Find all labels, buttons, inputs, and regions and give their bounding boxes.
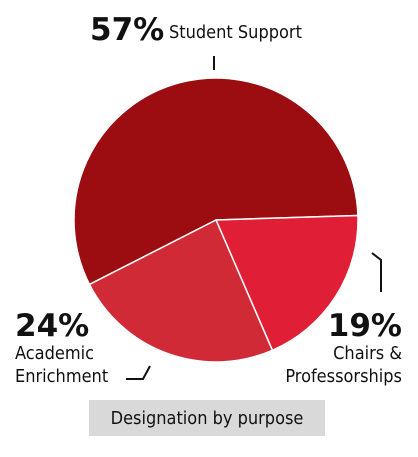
slice-pct-academic-enrichment: 24% [15,308,89,344]
leader-line-academic-enrichment [126,365,151,380]
pie-slice-student-support [73,77,359,286]
slice-label-academic-line2: Enrichment [15,366,108,387]
chart-caption: Designation by purpose [89,400,325,436]
pie-slice-academic-enrichment [88,219,274,363]
slice-pct-chairs-professorships: 19% [328,308,402,344]
leader-line-chairs-professorships [371,252,382,292]
pie-slices [73,77,359,363]
slice-label-chairs-line1: Chairs & [333,343,402,364]
slice-pct-student-support: 57% [90,12,164,48]
pie-slice-chairs-professorships [215,214,359,352]
slice-label-student-support: Student Support [169,22,302,43]
slice-label-academic-line1: Academic [15,343,94,364]
slice-label-chairs-line2: Professorships [285,366,402,387]
